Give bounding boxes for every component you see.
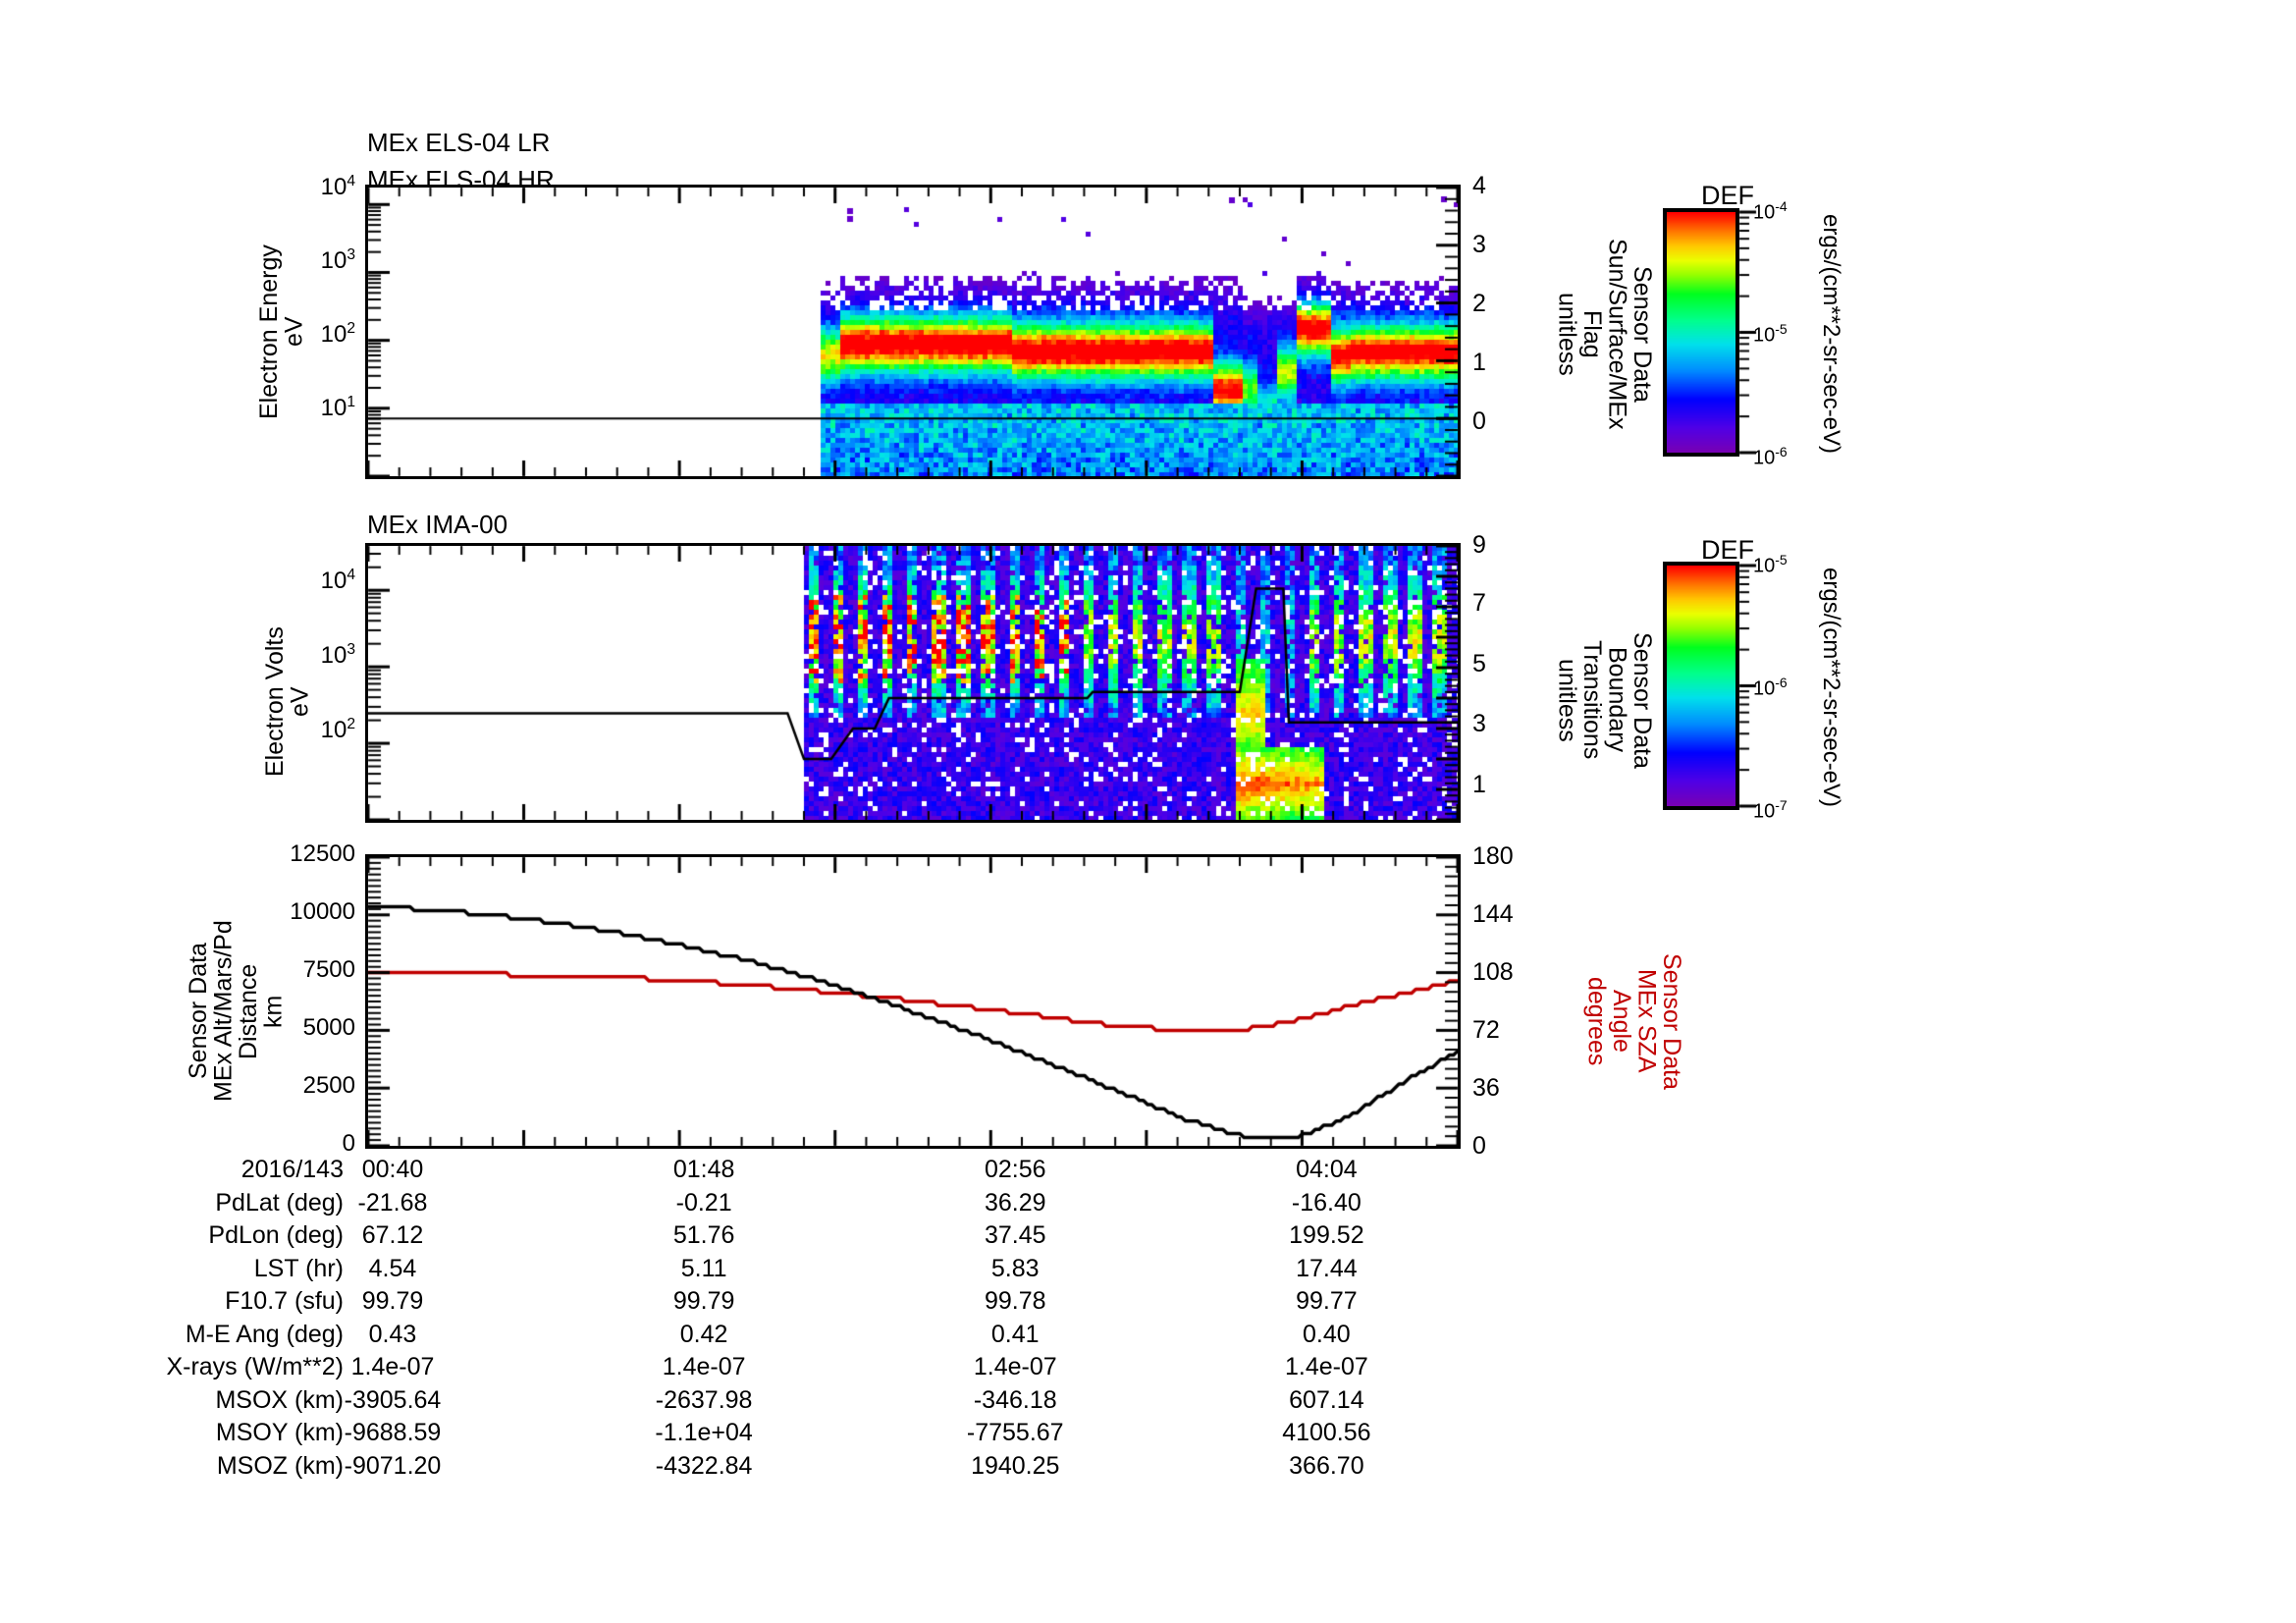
table-cell: 17.44 <box>1296 1254 1358 1282</box>
panel-ima-title: MEx IMA-00 <box>367 510 508 539</box>
table-row-label: F10.7 (sfu) <box>225 1287 344 1315</box>
els-rtick-4: 4 <box>1472 172 1486 199</box>
table-cell: 00:40 <box>361 1156 424 1183</box>
table-cell: 0.42 <box>679 1320 728 1348</box>
table-cell: -9071.20 <box>344 1451 442 1480</box>
els-spectrogram <box>368 188 1458 476</box>
colorbar-els-unit: ergs/(cm**2-sr-sec-eV) <box>1818 213 1844 455</box>
table-row-label: MSOZ (km) <box>216 1451 344 1480</box>
table-cell: -346.18 <box>973 1385 1057 1414</box>
table-row-label: X-rays (W/m**2) <box>166 1353 344 1380</box>
els-right-axis-title: Sensor Data Sun/Surface/MEx Flag unitles… <box>1553 238 1657 430</box>
table-cell: 67.12 <box>361 1221 424 1249</box>
table-cell: 1.4e-07 <box>1284 1353 1368 1380</box>
els-rtick-3: 3 <box>1472 231 1486 258</box>
table-cell: 1940.25 <box>971 1451 1060 1480</box>
table-cell: -21.68 <box>357 1188 428 1217</box>
table-cell: -7755.67 <box>966 1419 1064 1446</box>
colorbar-els-gradient <box>1667 212 1735 453</box>
table-row-label: M-E Ang (deg) <box>185 1320 344 1348</box>
table-cell: 02:56 <box>984 1156 1046 1183</box>
ima-spectrogram <box>368 546 1458 820</box>
colorbar-ima-mid-label: 10-6 <box>1753 675 1788 700</box>
ima-rtick-7: 7 <box>1472 589 1486 617</box>
table-row-label: MSOY (km) <box>215 1419 344 1446</box>
els-rtick-0: 0 <box>1472 407 1486 435</box>
table-cell: 36.29 <box>984 1188 1046 1217</box>
sza-right-axis-title: Sensor Data MEx SZA Angle degrees <box>1582 952 1686 1090</box>
colorbar-ima-unit: ergs/(cm**2-sr-sec-eV) <box>1818 567 1844 808</box>
sza-rtick-108: 108 <box>1472 958 1514 986</box>
table-cell: -2637.98 <box>655 1385 753 1414</box>
colorbar-els-box <box>1663 208 1739 457</box>
table-cell: 0.43 <box>368 1320 417 1348</box>
alt-sza-lines <box>368 857 1458 1146</box>
table-cell: 4.54 <box>368 1254 417 1282</box>
colorbar-ima-gradient <box>1667 566 1735 806</box>
ima-rtick-5: 5 <box>1472 650 1486 677</box>
table-cell: -4322.84 <box>655 1451 753 1480</box>
table-cell: 199.52 <box>1289 1221 1364 1249</box>
ima-right-axis-title: Sensor Data Boundary Transitions unitles… <box>1553 631 1657 769</box>
sza-rtick-144: 144 <box>1472 900 1514 928</box>
sza-rtick-0: 0 <box>1472 1132 1486 1160</box>
table-cell: 0.41 <box>990 1320 1040 1348</box>
alt-y-axis-title: Sensor Data MEx Alt/Mars/Pd Distance km <box>185 920 288 1103</box>
panel-els-frame <box>365 185 1461 479</box>
table-cell: 5.83 <box>990 1254 1040 1282</box>
table-cell: 99.77 <box>1296 1287 1358 1315</box>
table-cell: -3905.64 <box>344 1385 442 1414</box>
colorbar-els-top-label: 10-4 <box>1753 198 1788 224</box>
panel-ima-frame <box>365 543 1461 823</box>
sza-rtick-72: 72 <box>1472 1016 1500 1044</box>
panel-alt-frame <box>365 854 1461 1149</box>
table-cell: 4100.56 <box>1282 1419 1371 1446</box>
colorbar-els-bottom-label: 10-6 <box>1753 444 1788 469</box>
table-cell: 366.70 <box>1289 1451 1364 1480</box>
colorbar-ima-bottom-label: 10-7 <box>1753 797 1788 823</box>
table-row-label: PdLat (deg) <box>215 1188 344 1217</box>
alt-ytick-12500: 12500 <box>290 840 355 867</box>
table-cell: 5.11 <box>680 1254 727 1282</box>
table-cell: -1.1e+04 <box>655 1419 753 1446</box>
colorbar-ima-top-label: 10-5 <box>1753 552 1788 577</box>
table-cell: 1.4e-07 <box>350 1353 435 1380</box>
table-row-label: MSOX (km) <box>215 1385 344 1414</box>
table-cell: 1.4e-07 <box>662 1353 746 1380</box>
table-cell: 51.76 <box>672 1221 735 1249</box>
table-cell: -9688.59 <box>344 1419 442 1446</box>
els-rtick-2: 2 <box>1472 290 1486 317</box>
table-row-label: 2016/143 <box>240 1156 344 1183</box>
table-cell: 1.4e-07 <box>973 1353 1057 1380</box>
els-y-axis-title: Electron Energy eV <box>255 244 308 419</box>
colorbar-ima-box <box>1663 562 1739 810</box>
ima-rtick-3: 3 <box>1472 710 1486 737</box>
table-cell: 0.40 <box>1303 1320 1351 1348</box>
panel-els-title-lr: MEx ELS-04 LR <box>367 128 551 157</box>
table-cell: 04:04 <box>1296 1156 1358 1183</box>
table-cell: 99.78 <box>984 1287 1046 1315</box>
sza-rtick-180: 180 <box>1472 842 1514 870</box>
sza-rtick-36: 36 <box>1472 1074 1500 1102</box>
colorbar-els-mid-label: 10-5 <box>1753 321 1788 347</box>
table-cell: 99.79 <box>672 1287 735 1315</box>
table-cell: -16.40 <box>1291 1188 1362 1217</box>
table-cell: -0.21 <box>675 1188 732 1217</box>
ima-rtick-9: 9 <box>1472 531 1486 559</box>
table-row-label: PdLon (deg) <box>208 1221 344 1249</box>
table-row-label: LST (hr) <box>253 1254 344 1282</box>
table-cell: 99.79 <box>361 1287 424 1315</box>
ima-rtick-1: 1 <box>1472 771 1486 798</box>
table-cell: 607.14 <box>1289 1385 1364 1414</box>
ima-y-axis-title: Electron Volts eV <box>261 626 314 778</box>
els-rtick-1: 1 <box>1472 349 1486 376</box>
table-cell: 01:48 <box>672 1156 735 1183</box>
table-cell: 37.45 <box>984 1221 1046 1249</box>
